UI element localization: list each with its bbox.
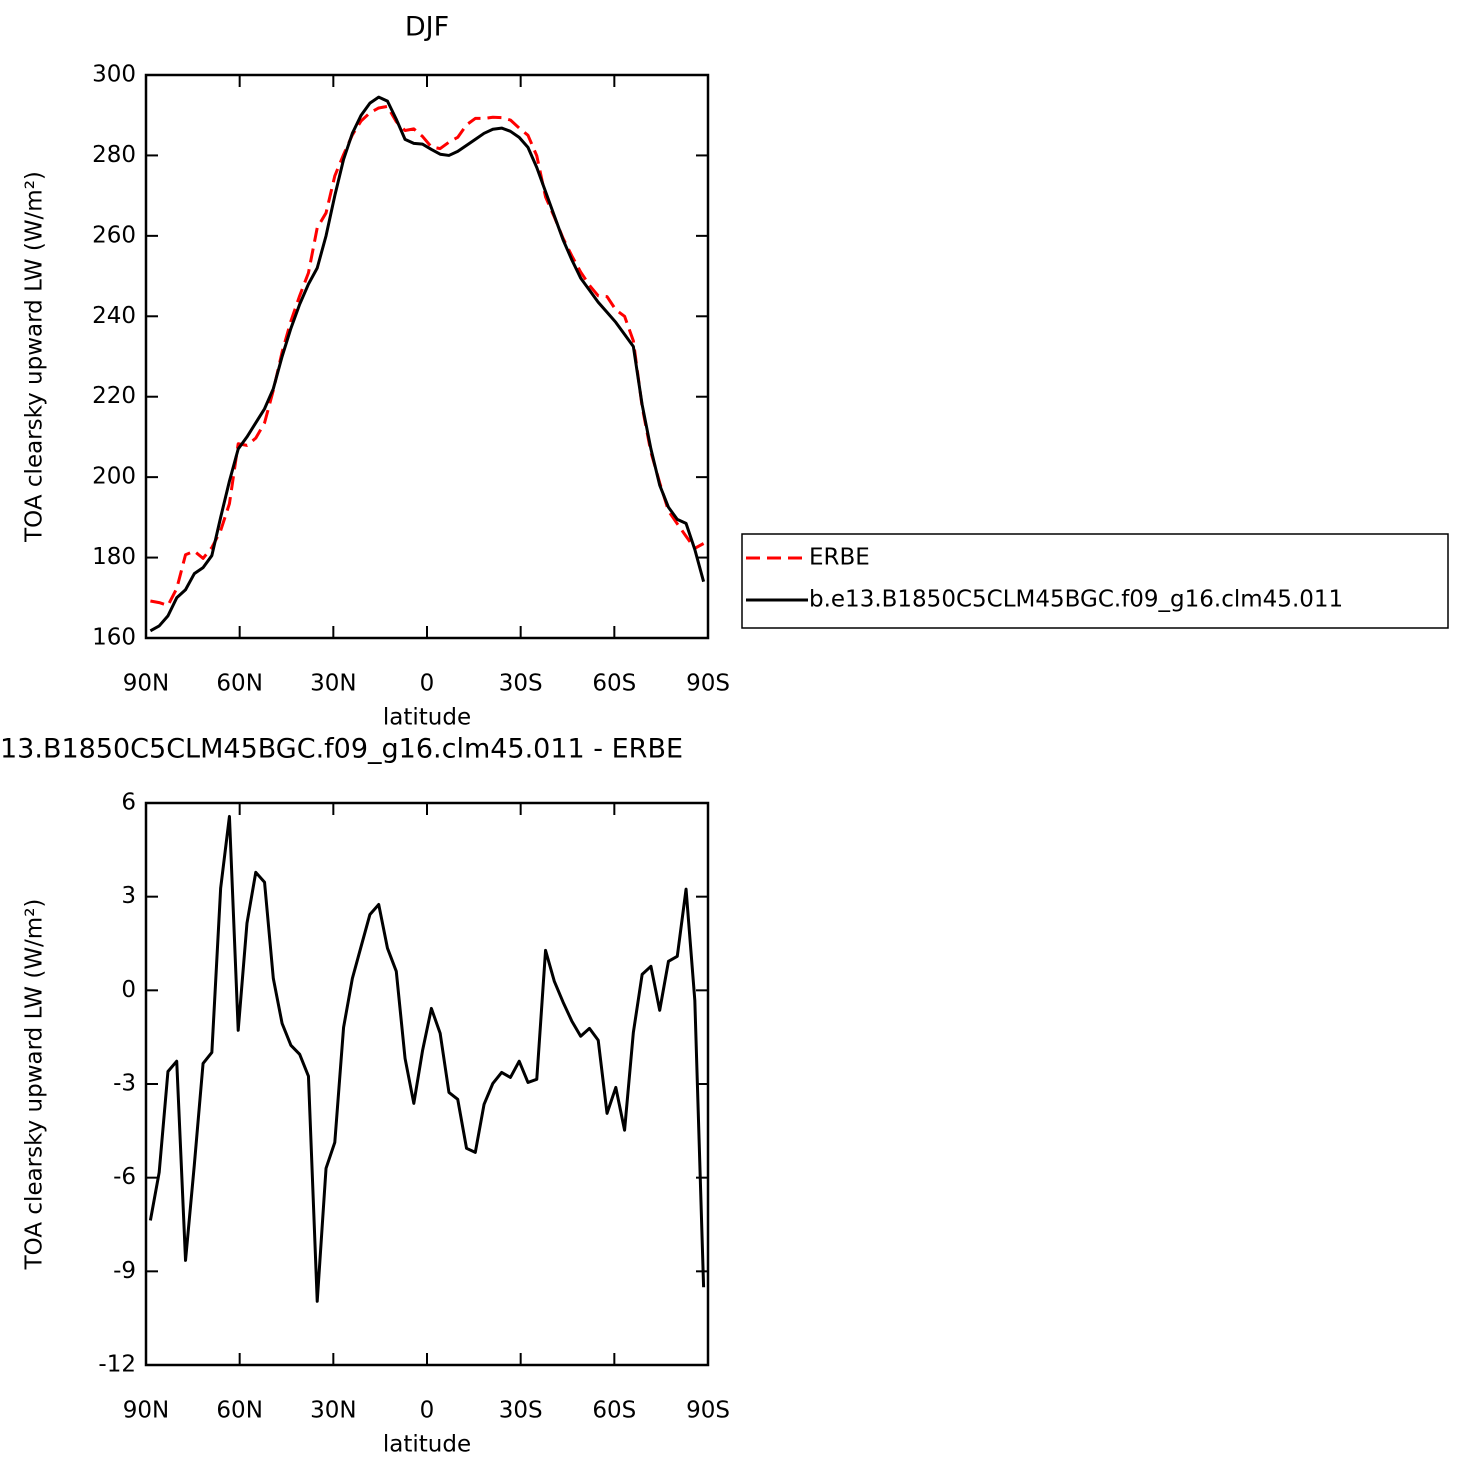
x-tick-label: 30S	[499, 671, 543, 697]
y-tick-label: 260	[92, 222, 136, 248]
y-tick-label: 180	[92, 544, 136, 570]
x-axis-label: latitude	[383, 705, 471, 731]
y-tick-label: 300	[92, 62, 136, 88]
x-tick-label: 30N	[310, 671, 356, 697]
x-axis-label: latitude	[383, 1432, 471, 1458]
x-tick-label: 30N	[310, 1398, 356, 1424]
x-tick-label: 60S	[592, 671, 636, 697]
y-tick-label: -6	[113, 1164, 136, 1190]
x-tick-label: 60N	[216, 1398, 262, 1424]
y-tick-label: 240	[92, 303, 136, 329]
plot-frame	[144, 801, 710, 1367]
x-tick-label: 60N	[216, 671, 262, 697]
x-tick-label: 90S	[686, 1398, 730, 1424]
y-tick-label: 0	[121, 977, 136, 1003]
x-tick-label: 60S	[592, 1398, 636, 1424]
legend-label: b.e13.B1850C5CLM45BGC.f09_g16.clm45.011	[809, 587, 1343, 613]
y-axis-label: TOA clearsky upward LW (W/m²)	[22, 899, 48, 1271]
y-tick-label: 220	[92, 383, 136, 409]
plot-frame	[144, 73, 710, 640]
x-tick-label: 90N	[123, 671, 169, 697]
chart-title: DJF	[405, 12, 449, 43]
x-tick-label: 0	[420, 671, 435, 697]
y-tick-label: -12	[98, 1352, 136, 1378]
y-tick-label: 160	[92, 625, 136, 651]
legend-label: ERBE	[809, 545, 870, 571]
x-tick-label: 0	[420, 1398, 435, 1424]
legend-box	[741, 533, 1449, 629]
y-tick-label: 200	[92, 464, 136, 490]
y-tick-label: 6	[121, 790, 136, 816]
y-axis-label: TOA clearsky upward LW (W/m²)	[22, 171, 48, 543]
chart-title: 13.B1850C5CLM45BGC.f09_g16.clm45.011 - E…	[0, 734, 683, 765]
y-tick-label: -3	[113, 1071, 136, 1097]
data-line	[148, 814, 706, 1303]
data-line	[149, 95, 706, 633]
y-tick-label: 280	[92, 142, 136, 168]
x-tick-label: 90S	[686, 671, 730, 697]
x-tick-label: 30S	[499, 1398, 543, 1424]
y-tick-label: 3	[121, 883, 136, 909]
data-line	[150, 104, 705, 607]
x-tick-label: 90N	[123, 1398, 169, 1424]
y-tick-label: -9	[113, 1258, 136, 1284]
